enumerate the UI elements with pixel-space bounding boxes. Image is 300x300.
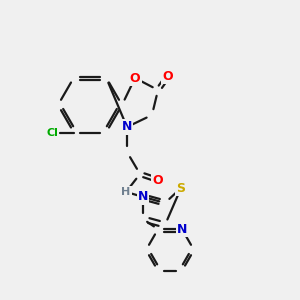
Text: H: H bbox=[122, 187, 130, 197]
Text: N: N bbox=[122, 121, 132, 134]
Text: S: S bbox=[176, 182, 185, 194]
Text: N: N bbox=[177, 223, 187, 236]
Text: Cl: Cl bbox=[46, 128, 58, 138]
Text: N: N bbox=[138, 190, 148, 203]
Text: O: O bbox=[153, 173, 163, 187]
Text: O: O bbox=[163, 70, 173, 83]
Text: O: O bbox=[130, 71, 140, 85]
